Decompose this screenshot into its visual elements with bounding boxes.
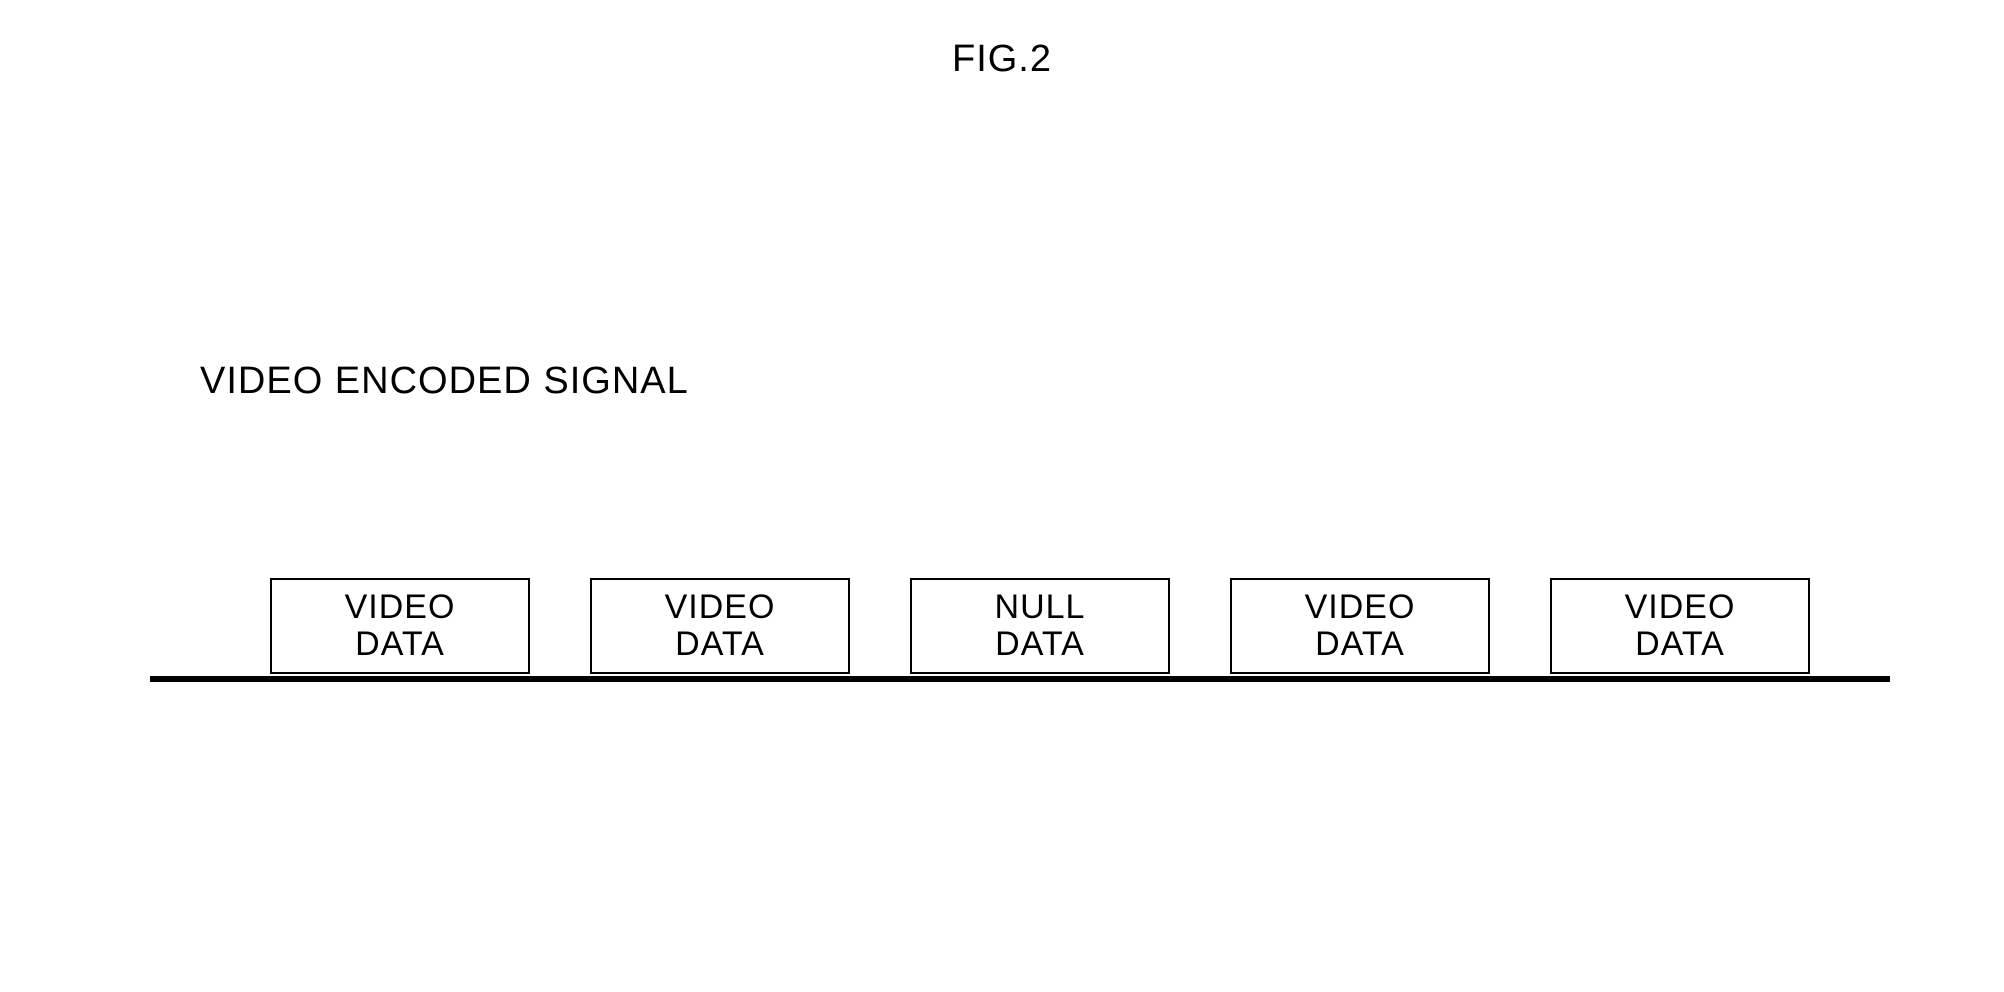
- data-box-line2: DATA: [1315, 626, 1405, 663]
- figure-title: FIG.2: [952, 38, 1052, 81]
- data-box-line2: DATA: [675, 626, 765, 663]
- data-box-line1: VIDEO: [1305, 589, 1416, 626]
- data-box-line1: VIDEO: [665, 589, 776, 626]
- data-box-line2: DATA: [995, 626, 1085, 663]
- data-box-line2: DATA: [355, 626, 445, 663]
- data-box-line2: DATA: [1635, 626, 1725, 663]
- data-box-0: VIDEODATA: [270, 578, 530, 674]
- data-box-1: VIDEODATA: [590, 578, 850, 674]
- signal-label: VIDEO ENCODED SIGNAL: [200, 360, 689, 403]
- data-box-line1: NULL: [995, 589, 1086, 626]
- data-box-2: NULLDATA: [910, 578, 1170, 674]
- timeline-baseline: [150, 676, 1890, 682]
- data-box-4: VIDEODATA: [1550, 578, 1810, 674]
- data-box-3: VIDEODATA: [1230, 578, 1490, 674]
- data-box-line1: VIDEO: [1625, 589, 1736, 626]
- data-box-line1: VIDEO: [345, 589, 456, 626]
